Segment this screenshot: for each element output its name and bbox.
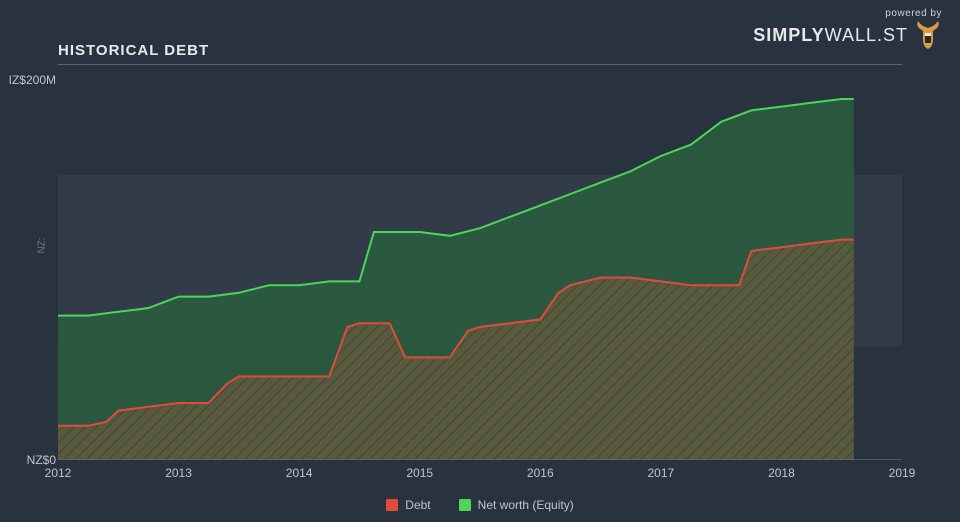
chart-legend: Debt Net worth (Equity)	[0, 498, 960, 512]
x-tick-label: 2013	[165, 460, 192, 480]
x-tick-label: 2016	[527, 460, 554, 480]
powered-by-text: powered by	[753, 8, 942, 19]
legend-swatch	[459, 499, 471, 511]
y-tick-label: NZ$0	[27, 453, 58, 467]
chart-svg	[58, 80, 902, 460]
legend-label: Net worth (Equity)	[478, 498, 574, 512]
x-tick-label: 2018	[768, 460, 795, 480]
chart-title: HISTORICAL DEBT	[58, 42, 209, 59]
x-tick-label: 2014	[286, 460, 313, 480]
brand-row: SIMPLYWALL.ST	[753, 19, 942, 51]
legend-item: Net worth (Equity)	[459, 498, 574, 512]
legend-item: Debt	[386, 498, 430, 512]
chart-plot-area: 20122013201420152016201720182019NZ$0IZ$2…	[58, 80, 902, 460]
y-axis-title: NZ:	[37, 237, 48, 253]
brand-logo: powered by SIMPLYWALL.ST	[753, 8, 942, 51]
legend-label: Debt	[405, 498, 430, 512]
x-tick-label: 2019	[889, 460, 916, 480]
title-underline	[58, 64, 902, 65]
y-tick-label: IZ$200M	[9, 73, 58, 87]
brand-name: SIMPLYWALL.ST	[753, 25, 908, 46]
x-tick-label: 2017	[647, 460, 674, 480]
x-tick-label: 2015	[406, 460, 433, 480]
bull-icon	[914, 19, 942, 51]
legend-swatch	[386, 499, 398, 511]
